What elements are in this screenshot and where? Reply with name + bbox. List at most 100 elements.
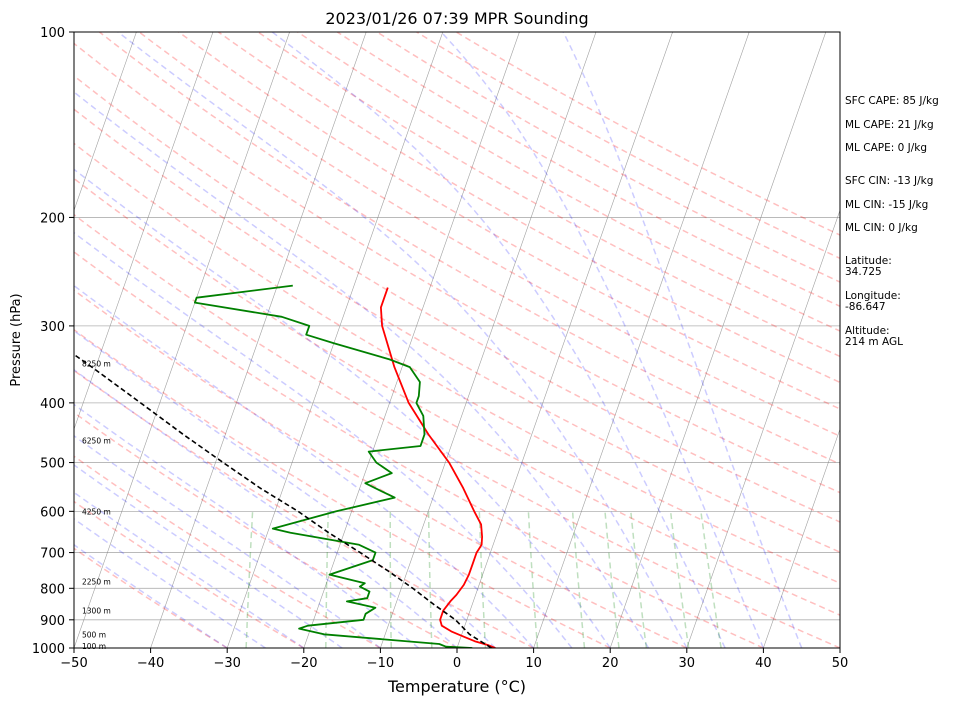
isotherm-line: [380, 32, 597, 648]
y-tick-label: 900: [40, 614, 65, 629]
mixing-ratio-line: [604, 511, 620, 648]
isotherm-line: [609, 32, 827, 648]
x-tick-label: 10: [525, 656, 542, 671]
y-tick-label: 800: [40, 582, 65, 597]
height-label: 100 m: [82, 642, 106, 651]
dry-adiabat-line: [217, 32, 840, 384]
x-tick-label: −40: [137, 656, 164, 671]
mixing-ratio-line: [527, 511, 539, 648]
sounding-parameter-text: 214 m AGL: [845, 336, 903, 348]
moist-adiabat-line: [74, 168, 611, 648]
isotherm-line: [150, 32, 367, 648]
y-tick-label: 200: [40, 211, 65, 226]
dry-adiabat-line: [74, 369, 534, 648]
dry-adiabat-line: [74, 142, 840, 585]
dry-adiabat-line: [138, 32, 840, 437]
parcel-path-line: [74, 353, 492, 648]
x-tick-label: 40: [755, 656, 772, 671]
moist-adiabat-line: [74, 368, 458, 648]
y-tick-label: 1000: [32, 642, 65, 657]
sounding-parameters: SFC CAPE: 85 J/kg ML CAPE: 21 J/kg ML CAPE…: [845, 95, 939, 348]
x-tick-label: −20: [290, 656, 317, 671]
sounding-parameter-text: SFC CIN: -13 J/kg: [845, 175, 933, 187]
sounding-parameter-text: ML CAPE: 21 J/kg: [845, 119, 934, 131]
y-tick-label: 400: [40, 397, 65, 412]
x-tick-label: −30: [213, 656, 240, 671]
dry-adiabat-line: [98, 32, 840, 465]
moist-adiabat-line: [74, 543, 228, 648]
y-tick-label: 500: [40, 457, 65, 472]
sounding-parameter-text: 34.725: [845, 266, 882, 278]
sounding-parameter-text: -86.647: [845, 301, 886, 313]
grid-layer: [74, 32, 840, 648]
y-tick-label: 600: [40, 505, 65, 520]
isotherm-line: [533, 32, 750, 648]
dry-adiabat-line: [74, 328, 611, 648]
moist-adiabat-line: [74, 464, 343, 648]
chart-title: 2023/01/26 07:39 MPR Sounding: [325, 9, 588, 28]
dry-adiabat-line: [74, 289, 688, 648]
moist-adiabat-line: [117, 32, 688, 648]
x-axis-title: Temperature (°C): [387, 677, 526, 696]
mixing-ratio-line: [389, 511, 393, 648]
profile-lines: [74, 284, 496, 648]
dry-adiabat-line: [74, 411, 458, 648]
dry-adiabat-line: [74, 42, 840, 494]
height-label: 6250 m: [82, 436, 111, 445]
mixing-ratio-line: [669, 511, 690, 648]
isotherm-line: [226, 32, 444, 648]
moist-adiabat-line: [74, 231, 573, 648]
y-axis-ticks: 1000 900 800 700 600 500 400 300 200 100: [32, 26, 74, 657]
dewpoint-line: [194, 284, 473, 648]
mixing-ratio-line: [427, 511, 433, 648]
moist-adiabat-line: [74, 91, 650, 648]
isotherm-line: [456, 32, 673, 648]
y-tick-label: 100: [40, 26, 65, 41]
moist-adiabat-line: [562, 32, 803, 648]
isotherm-line: [74, 32, 214, 431]
y-tick-label: 300: [40, 320, 65, 335]
reference-lines: [74, 32, 840, 648]
dry-adiabat-line: [74, 108, 840, 554]
sounding-parameter-text: ML CIN: -15 J/kg: [845, 199, 928, 211]
sounding-parameter-text: Longitude:: [845, 290, 901, 302]
y-tick-label: 700: [40, 547, 65, 562]
isotherm-line: [74, 32, 290, 648]
temperature-line: [380, 287, 496, 648]
sounding-parameter-text: ML CIN: 0 J/kg: [845, 222, 918, 234]
mixing-ratio-line: [630, 511, 648, 648]
height-label: 8250 m: [82, 359, 111, 368]
sounding-parameter-text: SFC CAPE: 85 J/kg: [845, 95, 939, 107]
x-tick-label: 0: [453, 656, 461, 671]
dry-adiabat-line: [74, 177, 840, 616]
x-axis-ticks: −50 −40 −30 −20 −10 0 10 20 30 40 50: [60, 648, 848, 671]
x-tick-label: 20: [602, 656, 619, 671]
x-tick-label: −10: [367, 656, 394, 671]
y-axis-title: Pressure (hPa): [9, 293, 24, 386]
dry-adiabat-line: [74, 500, 305, 648]
moist-adiabat-line: [440, 32, 765, 648]
dry-adiabat-line: [74, 74, 840, 523]
dry-adiabat-line: [74, 213, 840, 648]
x-tick-label: 30: [679, 656, 696, 671]
plot-frame: [73, 31, 841, 649]
moist-adiabat-line: [74, 284, 535, 648]
moist-adiabat-line: [74, 434, 381, 648]
mixing-ratio-line: [571, 511, 586, 648]
sounding-parameter-text: Altitude:: [845, 325, 890, 337]
sounding-parameter-text: ML CAPE: 0 J/kg: [845, 142, 927, 154]
mixing-ratio-line: [245, 511, 254, 648]
mixing-ratio-line: [478, 511, 487, 648]
dry-adiabat-line: [74, 250, 764, 648]
x-tick-label: −50: [60, 656, 87, 671]
mixing-ratio-line: [325, 511, 329, 648]
mixing-ratio-line: [700, 511, 722, 648]
sounding-parameter-text: Latitude:: [845, 255, 892, 267]
isotherm-line: [763, 428, 840, 648]
isotherm-line: [303, 32, 520, 648]
height-label: 4250 m: [82, 507, 111, 516]
moist-adiabat-line: [271, 32, 726, 648]
dry-adiabat-line: [74, 455, 381, 648]
dry-adiabat-line: [74, 547, 228, 648]
x-tick-label: 50: [832, 656, 849, 671]
